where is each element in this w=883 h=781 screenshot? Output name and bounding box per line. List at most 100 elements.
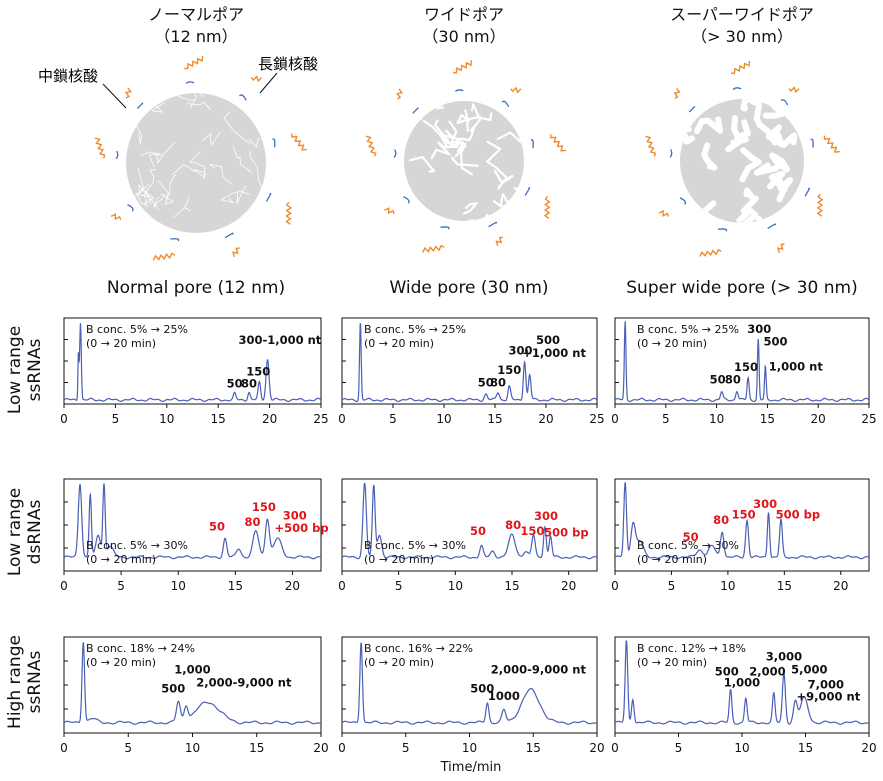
x-tick-label: 10 [720,579,735,593]
peak-label: 500 [536,333,560,347]
peak-label: 1,000 [174,663,210,677]
diffusion-arrow-icon [501,100,510,108]
x-tick-label: 0 [338,579,346,593]
gradient-note: B conc. 5% → 25% [364,323,466,336]
gradient-time: (0 → 20 min) [637,337,707,350]
svg-text:dsRNAs: dsRNAs [25,500,45,565]
x-tick-label: 20 [262,412,277,426]
x-tick-label: 15 [249,741,264,755]
peak-label: 1,000 [724,676,760,690]
diffusion-arrow-icon [170,238,180,242]
peak-label: 50 [710,373,726,387]
gradient-note: B conc. 18% → 24% [86,642,195,655]
x-tick-label: 15 [777,579,792,593]
peak-label: 300 [508,344,532,358]
nucleic-acid-chain-icon [452,60,473,74]
peak-label: 7,000 [808,677,844,691]
x-tick-label: 20 [561,579,576,593]
nucleic-acid-chain-icon [510,86,522,94]
nucleic-acid-chain-icon [823,135,840,153]
gradient-time: (0 → 20 min) [86,337,156,350]
svg-text:Low range: Low range [5,326,25,414]
nucleic-acid-chain-icon [291,133,307,151]
x-tick-label: 20 [861,741,876,755]
diffusion-arrow-icon [732,87,742,90]
x-tick-label: 20 [538,412,553,426]
svg-text:High range: High range [5,635,25,729]
x-tick-label: 0 [338,412,346,426]
nucleic-acid-chain-icon [232,247,240,257]
diffusion-arrow-icon [524,186,531,196]
leader-line-medium [102,83,127,109]
gradient-time: (0 → 20 min) [86,553,156,566]
pore-title-wide: ワイドポア [424,5,504,24]
x-tick-label: 10 [709,412,724,426]
leader-line-long [259,72,278,94]
x-tick-label: 15 [798,741,813,755]
diffusion-arrow-icon [488,221,498,228]
peak-label: 500 bp [544,525,588,539]
diffusion-arrow-icon [127,204,134,212]
annotation-medium-chain: 中鎖核酸 [38,67,98,85]
chromatogram-trace [63,483,321,560]
chart-2-0: 0 5 10 15 20 B conc. 18% → 24%(0 → 20 min) 500… [60,636,329,755]
gradient-time: (0 → 20 min) [637,553,707,566]
pore-size-wide: （30 nm） [422,27,505,46]
diffusion-arrow-icon [272,138,276,148]
x-tick-label: 5 [668,579,676,593]
x-tick-label: 5 [402,741,410,755]
annotation-long-chain: 長鎖核酸 [258,55,318,73]
diffusion-arrow-icon [265,192,272,202]
x-tick-label: 5 [389,412,397,426]
x-tick-label: 10 [436,412,451,426]
gradient-time: (0 → 20 min) [364,656,434,669]
x-tick-label: 5 [124,741,132,755]
x-tick-label: 10 [171,579,186,593]
row-label-low-ssrna: Low range ssRNAs [5,326,45,414]
nucleic-acid-chain-icon [285,201,293,225]
nucleic-acid-chain-icon [777,243,785,253]
x-tick-label: 20 [285,579,300,593]
peak-label: 150 [246,365,270,379]
peak-label: 500 [470,681,494,695]
peak-label: 80 [713,513,729,527]
peak-label: 300 [747,322,771,336]
chart-0-0: 0 5 10 15 20 25 B conc. 5% → 25%(0 → 20 min) 50… [60,317,329,426]
nucleic-acid-chain-icon [184,56,204,70]
peak-label: 500 [764,334,788,348]
pore-title-normal: ノーマルポア [148,5,244,24]
peak-label: 300 [534,509,558,523]
peak-label: 300-1,000 nt [238,333,321,347]
diffusion-arrow-icon [669,149,673,158]
x-tick-label: 10 [462,741,477,755]
diffusion-arrow-icon [688,105,696,113]
nucleic-acid-chain-icon [543,195,551,219]
diffusion-arrow-icon [454,89,464,92]
chromatogram-trace [341,323,598,403]
peak-label: 2,000-9,000 nt [491,663,587,677]
gradient-note: B conc. 12% → 18% [637,642,746,655]
chromatogram-trace [63,642,322,725]
x-tick-label: 25 [861,412,876,426]
nucleic-acid-chain-icon [152,252,176,261]
diffusion-arrow-icon [810,138,814,148]
x-tick-label: 20 [313,741,328,755]
x-tick-label: 20 [833,579,848,593]
gradient-time: (0 → 20 min) [364,337,434,350]
x-tick-label: 15 [526,741,541,755]
gradient-time: (0 → 20 min) [86,656,156,669]
peak-label: 50 [209,519,225,533]
diffusion-arrow-icon [804,187,810,197]
diffusion-arrow-icon [224,232,234,239]
peak-label: 50 [478,376,494,390]
chart-1-1: 0 5 10 15 20 B conc. 5% → 30%(0 → 20 min) 50 80… [338,478,598,593]
gradient-time: (0 → 20 min) [637,656,707,669]
peak-label: 300 [753,497,777,511]
svg-text:ssRNAs: ssRNAs [25,650,45,713]
nucleic-acid-chain-icon [422,244,445,253]
peak-label: +1,000 nt [522,346,586,360]
x-tick-label: 5 [662,412,670,426]
x-tick-label: 0 [60,579,68,593]
particle-0 [94,56,307,261]
